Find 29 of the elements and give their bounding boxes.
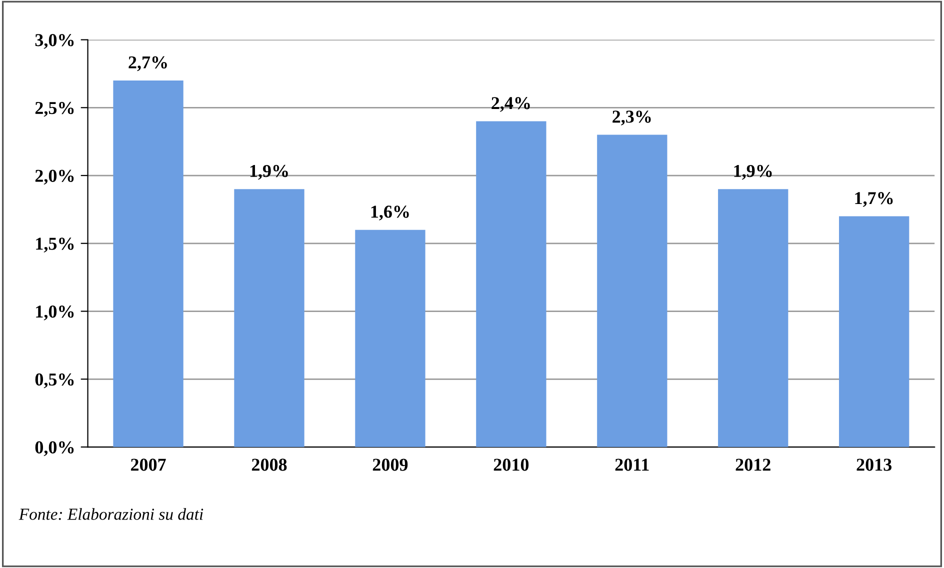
y-tick-label: 0,0% (35, 441, 74, 456)
data-label: 2,4% (492, 97, 530, 112)
data-label: 2,3% (612, 110, 651, 126)
y-tick-label: 1,5% (36, 238, 74, 252)
y-tick-label: 2,5% (35, 102, 74, 117)
y-tick-label: 1,0% (36, 306, 74, 320)
data-label: 1,7% (855, 192, 893, 207)
y-tick-label: 0,5% (35, 373, 74, 388)
x-tick-label: 2008 (252, 458, 287, 471)
data-label: 2,7% (128, 56, 167, 72)
data-label: 1,9% (250, 164, 288, 180)
y-tick-label: 2,0% (35, 170, 74, 185)
x-tick-label: 2009 (372, 458, 408, 471)
bar (234, 189, 304, 448)
x-tick-label: 2012 (736, 458, 770, 471)
x-tick-label: 2010 (494, 458, 529, 471)
data-label: 1,6% (371, 206, 409, 220)
bar (838, 216, 910, 448)
bar (355, 230, 426, 448)
x-tick-label: 2011 (615, 458, 649, 471)
bar (113, 80, 184, 448)
bar (476, 121, 546, 448)
x-tick-label: 2007 (130, 458, 166, 471)
bar (597, 134, 668, 448)
x-tick-label: 2013 (856, 458, 892, 471)
y-tick-label: 3,0% (35, 34, 74, 49)
source-note: Fonte: Elaborazioni su dati (18, 508, 204, 520)
data-label: 1,9% (734, 164, 772, 180)
bar (718, 189, 788, 448)
